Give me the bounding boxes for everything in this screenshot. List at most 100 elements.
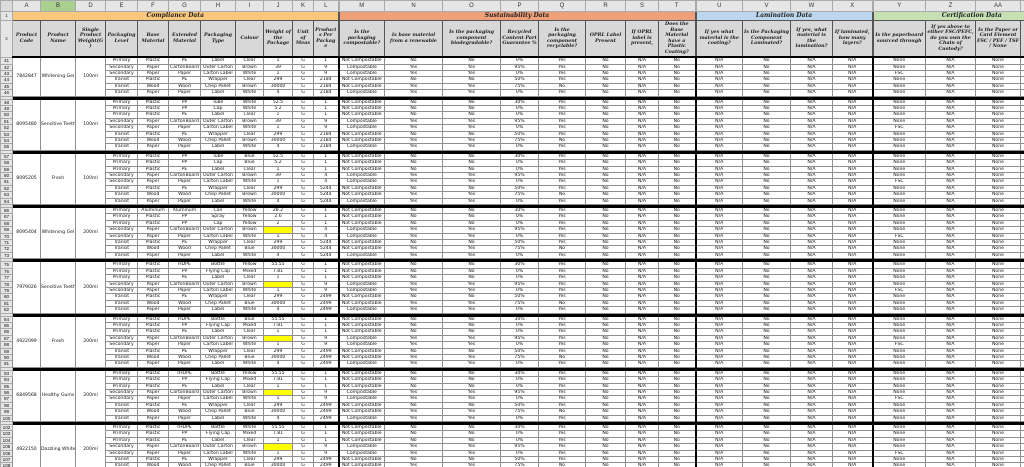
data-cell[interactable]: Not Compostable [337, 111, 385, 119]
col-header-cell[interactable]: If OPRL label is present, [625, 20, 659, 59]
data-cell[interactable]: PE [168, 56, 201, 65]
data-cell[interactable] [1020, 219, 1024, 228]
column-header-w[interactable]: W [790, 0, 833, 12]
data-cell[interactable]: Not Compostable [337, 328, 385, 336]
column-header-v[interactable]: V [742, 0, 791, 12]
group-header-compliance-data[interactable]: Compliance Data [12, 11, 339, 21]
row-header-70[interactable]: 70 [0, 232, 13, 241]
data-cell[interactable]: Secondary [105, 286, 138, 295]
column-header-n[interactable]: N [384, 0, 443, 12]
data-cell[interactable] [1020, 245, 1024, 253]
data-cell[interactable]: 1 [263, 56, 293, 65]
data-cell[interactable]: Transit [105, 462, 138, 467]
column-header-s[interactable]: S [625, 0, 659, 12]
data-cell[interactable]: Not Compostable [337, 376, 385, 384]
data-cell[interactable]: Label [200, 56, 236, 65]
data-cell[interactable]: Not Compostable [337, 184, 385, 193]
col-header-cell[interactable]: OPRL Label Present [585, 20, 626, 59]
data-cell[interactable]: N/A [925, 56, 976, 65]
data-cell[interactable] [1020, 462, 1024, 467]
data-cell[interactable]: None [975, 462, 1021, 467]
data-cell[interactable] [1020, 191, 1024, 199]
data-cell[interactable]: Carton Label [200, 286, 236, 295]
data-cell[interactable]: Not Compostable [337, 430, 385, 438]
row-header-88[interactable]: 88 [0, 341, 13, 349]
data-cell[interactable]: Chep Pallet [200, 136, 236, 145]
data-cell[interactable]: Not Compostable [337, 191, 385, 199]
data-cell[interactable]: Carton Label [200, 232, 236, 241]
data-cell[interactable]: Secondary [105, 443, 138, 451]
col-header-cell[interactable]: Does the Base Material have a Plastic Co… [658, 20, 696, 59]
row-header-52[interactable]: 52 [0, 124, 13, 132]
column-header-f[interactable]: F [137, 0, 169, 12]
data-cell[interactable] [1020, 171, 1024, 180]
data-cell[interactable]: No [384, 56, 443, 65]
data-cell[interactable]: Yes [384, 462, 443, 467]
col-header-cell[interactable]: Is the packaging component biodegradable… [442, 20, 501, 59]
data-cell[interactable] [1020, 159, 1024, 167]
data-cell[interactable]: Outer Carton [200, 280, 236, 288]
data-cell[interactable]: No [585, 56, 626, 65]
data-cell[interactable]: Chep Pallet [200, 191, 236, 199]
row-header-45[interactable]: 45 [0, 82, 13, 91]
data-cell[interactable]: Secondary [105, 388, 138, 397]
data-cell[interactable]: Not Compostable [337, 165, 385, 174]
data-cell[interactable]: Not Compostable [337, 219, 385, 228]
col-header-cell[interactable]: If laminated, how many layers? [832, 20, 873, 59]
column-header-d[interactable]: D [75, 0, 106, 12]
data-cell[interactable]: Outer Carton [200, 388, 236, 397]
row-header-107[interactable]: 107 [0, 456, 13, 464]
data-cell[interactable]: Not Compostable [337, 130, 385, 139]
column-header-q[interactable]: Q [538, 0, 586, 12]
data-cell[interactable]: Secondary [105, 226, 138, 234]
data-cell[interactable]: Secondary [105, 69, 138, 78]
data-cell[interactable]: Not Compostable [337, 408, 385, 416]
col-header-cell[interactable]: Is the packaging compostable? [337, 20, 385, 59]
data-cell[interactable]: No [742, 56, 791, 65]
data-cell[interactable]: Outer Carton [200, 117, 236, 126]
data-cell[interactable]: Yes [442, 462, 501, 467]
row-header-87[interactable]: 87 [0, 334, 13, 343]
single-weight-cell[interactable]: 100ml [75, 56, 106, 97]
row-header-98[interactable]: 98 [0, 401, 13, 410]
column-header-ab[interactable]: AB [1020, 0, 1024, 12]
column-header-z[interactable]: Z [925, 0, 976, 12]
data-cell[interactable]: Outer Carton [200, 63, 236, 71]
data-cell[interactable]: 0% [500, 56, 539, 65]
col-header-cell[interactable]: Packaging Type [200, 20, 236, 59]
row-header-62[interactable]: 62 [0, 184, 13, 193]
row-header-49[interactable]: 49 [0, 104, 13, 113]
row-header-97[interactable]: 97 [0, 395, 13, 403]
data-cell[interactable]: Not Compostable [337, 456, 385, 464]
row-header-78[interactable]: 78 [0, 280, 13, 288]
data-cell[interactable]: Not Compostable [337, 261, 385, 269]
data-cell[interactable]: Not Compostable [337, 423, 385, 432]
row-header-86[interactable]: 86 [0, 328, 13, 336]
col-header-cell[interactable]: Unit of Meas [292, 20, 314, 59]
data-cell[interactable]: Chep Pallet [200, 299, 236, 308]
data-cell[interactable]: Wood [168, 462, 201, 467]
data-cell[interactable]: Blue [235, 462, 264, 467]
data-cell[interactable]: CartonBoard [168, 443, 201, 451]
data-cell[interactable]: Not Compostable [337, 401, 385, 410]
data-cell[interactable]: Secondary [105, 232, 138, 241]
product-name-cell[interactable]: Fresh [40, 152, 76, 206]
data-cell[interactable] [1020, 124, 1024, 132]
row-header-104[interactable]: 104 [0, 436, 13, 445]
col-header-cell[interactable]: Is the packaging component recyclable? [538, 20, 586, 59]
data-cell[interactable]: G [292, 56, 314, 65]
data-cell[interactable]: N/A [832, 56, 873, 65]
row-header-96[interactable]: 96 [0, 388, 13, 397]
row-header-85[interactable]: 85 [0, 321, 13, 330]
row-header-73[interactable]: 73 [0, 251, 13, 260]
row-header-108[interactable]: 108 [0, 462, 13, 467]
data-cell[interactable]: Secondary [105, 280, 138, 288]
data-cell[interactable]: Not Compostable [337, 98, 385, 106]
column-header-r[interactable]: R [585, 0, 626, 12]
data-cell[interactable]: Not Compostable [337, 462, 385, 467]
group-header-lamination-data[interactable]: Lamination Data [694, 11, 873, 21]
data-cell[interactable]: Carton Label [200, 449, 236, 458]
row-header-41[interactable]: 41 [0, 56, 13, 65]
data-cell[interactable]: Chep Pallet [200, 408, 236, 416]
data-cell[interactable]: Wood [137, 462, 169, 467]
